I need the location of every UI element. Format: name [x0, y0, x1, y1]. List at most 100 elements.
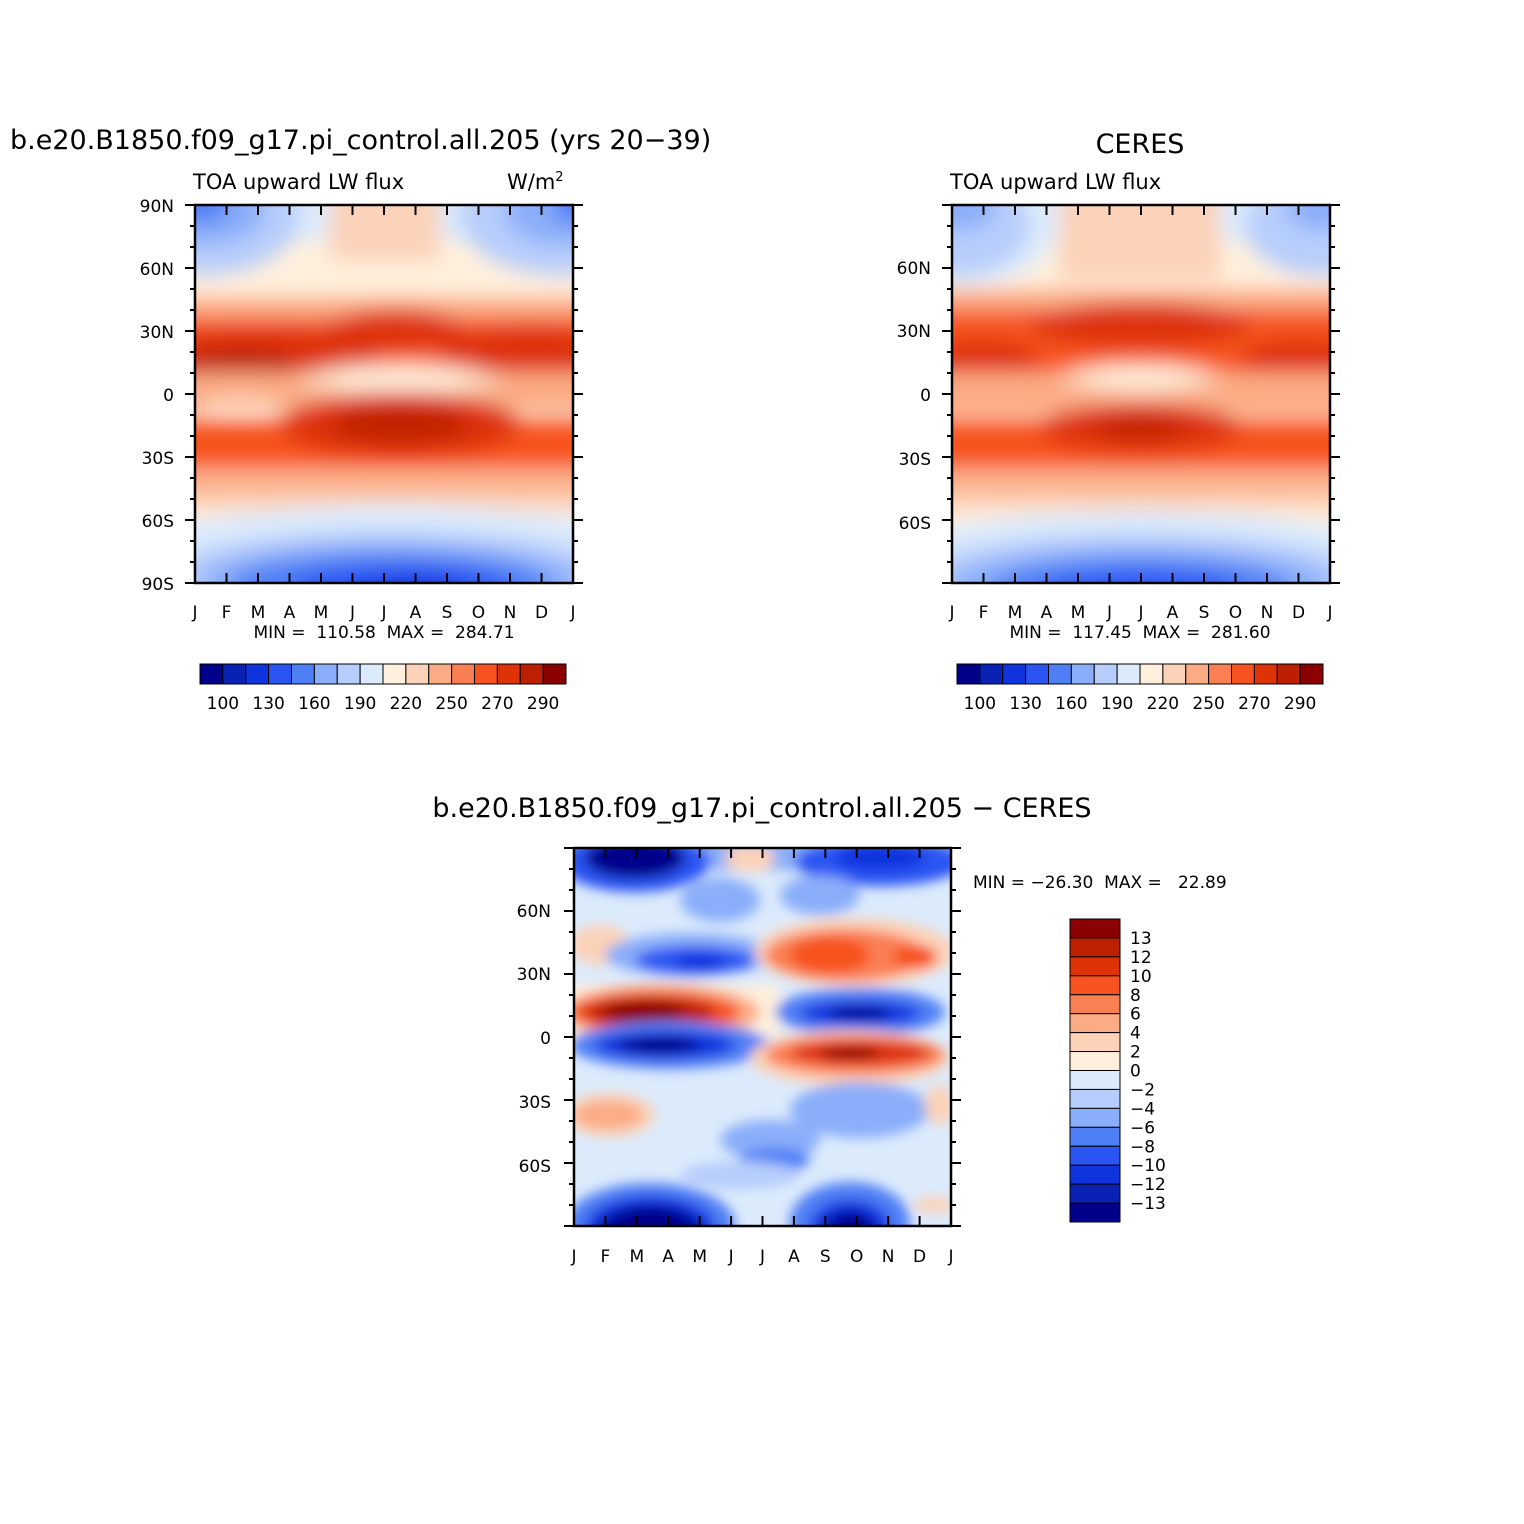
panel-difference-ylabel-30N: 30N [517, 965, 551, 985]
panel-difference-colorbar-label: 6 [1130, 1005, 1141, 1025]
panel-obs-colorbar-box [1185, 663, 1210, 685]
panel-model-xlabel: M [314, 603, 329, 623]
panel-difference-colorbar-label: −2 [1130, 1080, 1155, 1100]
panel-difference-colorbar-label: −13 [1130, 1194, 1166, 1214]
panel-difference-colorbar-box [1069, 1126, 1121, 1147]
panel-difference-colorbar-box [1069, 1013, 1121, 1034]
panel-obs-ylabel-30N: 30N [897, 322, 931, 342]
panel-difference-colorbar-box [1069, 956, 1121, 977]
panel-model-colorbar-label: 100 [207, 694, 239, 714]
panel-obs-xlabel: A [1167, 603, 1179, 623]
panel-difference-colorbar-box [1069, 994, 1121, 1015]
panel-model-colorbar-label: 220 [390, 694, 422, 714]
panel-model-colorbar-box [474, 663, 498, 685]
panel-model-colorbar-box [359, 663, 384, 685]
panel-model-ylabel-30S: 30S [142, 449, 174, 469]
panel-obs-subtitle: TOA upward LW flux [949, 170, 1161, 194]
panel-difference-colorbar-label: 4 [1130, 1024, 1141, 1044]
panel-model-xlabel: J [191, 603, 197, 623]
panel-model-colorbar-box [336, 663, 361, 685]
panel-obs-colorbar-box [1116, 663, 1141, 685]
panel-model-ticks [185, 204, 583, 584]
panel-obs-colorbar-box [1162, 663, 1187, 685]
panel-obs: CERES TOA upward LW flux [897, 129, 1340, 714]
panel-difference-colorbar-box [1069, 1145, 1121, 1166]
panel-model-colorbar-label: 290 [527, 694, 559, 714]
panel-obs-xlabel: J [1106, 603, 1112, 623]
panel-model-xlabel: J [380, 603, 386, 623]
panel-obs-colorbar-label: 270 [1238, 694, 1270, 714]
panel-model-colorbar-box [245, 663, 270, 685]
panel-difference-colorbar-label: 0 [1130, 1062, 1141, 1082]
panel-obs-colorbar-box [1070, 663, 1095, 685]
panel-obs-colorbar-label: 100 [964, 694, 996, 714]
panel-model-colorbar-box [199, 663, 224, 685]
panel-obs-ylabel-30S: 30S [899, 450, 931, 470]
panel-difference-colorbar-label: −6 [1130, 1118, 1155, 1138]
panel-obs-xlabel: A [1041, 603, 1053, 623]
panel-difference-xlabel: J [759, 1247, 765, 1267]
panel-difference-colorbar-box [1069, 1032, 1121, 1053]
panel-model-xlabel: O [472, 603, 485, 623]
panel-model-xlabel: M [251, 603, 266, 623]
panel-obs-colorbar-label: 130 [1009, 694, 1041, 714]
panel-model-colorbar-box [222, 663, 247, 685]
panel-model-stats: MIN = 110.58 MAX = 284.71 [253, 623, 514, 643]
panel-obs-colorbar-box [1208, 663, 1232, 685]
panel-obs-xlabel: M [1071, 603, 1086, 623]
panel-difference-ticks [564, 847, 961, 1227]
panel-difference-colorbar-label: 13 [1130, 929, 1152, 949]
panel-model-subtitle: TOA upward LW flux [192, 170, 404, 194]
panel-obs-colorbar: 100 130 160 190 220 250 270 290 [956, 663, 1324, 714]
panel-obs-colorbar-box [1139, 663, 1164, 685]
panel-obs-title: CERES [1096, 129, 1185, 160]
panel-model-xlabel: F [222, 603, 232, 623]
panel-model-xlabel: A [410, 603, 422, 623]
panel-model-colorbar-box [405, 663, 430, 685]
panel-model-colorbar-label: 270 [481, 694, 513, 714]
panel-obs-stats: MIN = 117.45 MAX = 281.60 [1009, 623, 1270, 643]
panel-model-xlabel: D [535, 603, 548, 623]
panel-difference-colorbar-box [1069, 1107, 1121, 1128]
panel-difference-colorbar-box [1069, 1202, 1121, 1223]
panel-difference-colorbar-box [1069, 1088, 1121, 1109]
panel-model-xlabel: S [442, 603, 453, 623]
panel-difference-colorbar-box [1069, 975, 1121, 996]
panel-model-colorbar-box [496, 663, 521, 685]
panel-difference-colorbar-label: −8 [1130, 1137, 1155, 1157]
panel-model-ylabel-90N: 90N [140, 197, 174, 217]
panel-difference-xlabel: J [728, 1247, 734, 1267]
panel-model-colorbar-box [291, 663, 315, 685]
panel-difference-xlabel: A [662, 1247, 674, 1267]
panel-difference-ylabel-60S: 60S [519, 1157, 551, 1177]
panel-model-colorbar-box [268, 663, 292, 685]
panel-model-colorbar-label: 130 [252, 694, 284, 714]
panel-difference-xlabel: J [947, 1247, 953, 1267]
panel-difference-ylabel-30S: 30S [519, 1093, 551, 1113]
panel-difference-colorbar-box [1069, 1051, 1121, 1071]
panel-difference-ylabel-0: 0 [540, 1029, 551, 1049]
panel-difference-colorbar-box [1069, 1183, 1121, 1204]
panel-model: b.e20.B1850.f09_g17.pi_control.all.205 (… [10, 125, 711, 714]
panel-difference-colorbar-box [1069, 937, 1121, 958]
panel-obs-xlabel: N [1261, 603, 1274, 623]
panel-difference-xlabel: D [913, 1247, 926, 1267]
panel-difference-colorbar-label: 10 [1130, 967, 1152, 987]
panel-obs-colorbar-box [1002, 663, 1027, 685]
panel-model-ylabel-0: 0 [163, 386, 174, 406]
panel-model-xlabel: N [504, 603, 517, 623]
panel-obs-xlabel: S [1199, 603, 1210, 623]
panel-obs-field [952, 205, 1330, 583]
panel-model-colorbar-box [542, 663, 567, 685]
panel-model-colorbar-label: 160 [298, 694, 330, 714]
panel-obs-colorbar-label: 220 [1147, 694, 1179, 714]
panel-difference-stats: MIN = −26.30 MAX = 22.89 [973, 873, 1227, 893]
panel-model-title: b.e20.B1850.f09_g17.pi_control.all.205 (… [10, 125, 711, 156]
panel-difference: b.e20.B1850.f09_g17.pi_control.all.205 −… [432, 793, 1226, 1267]
panel-obs-xlabel: D [1292, 603, 1305, 623]
panel-obs-ticks [942, 204, 1340, 584]
panel-obs-colorbar-box [979, 663, 1004, 685]
